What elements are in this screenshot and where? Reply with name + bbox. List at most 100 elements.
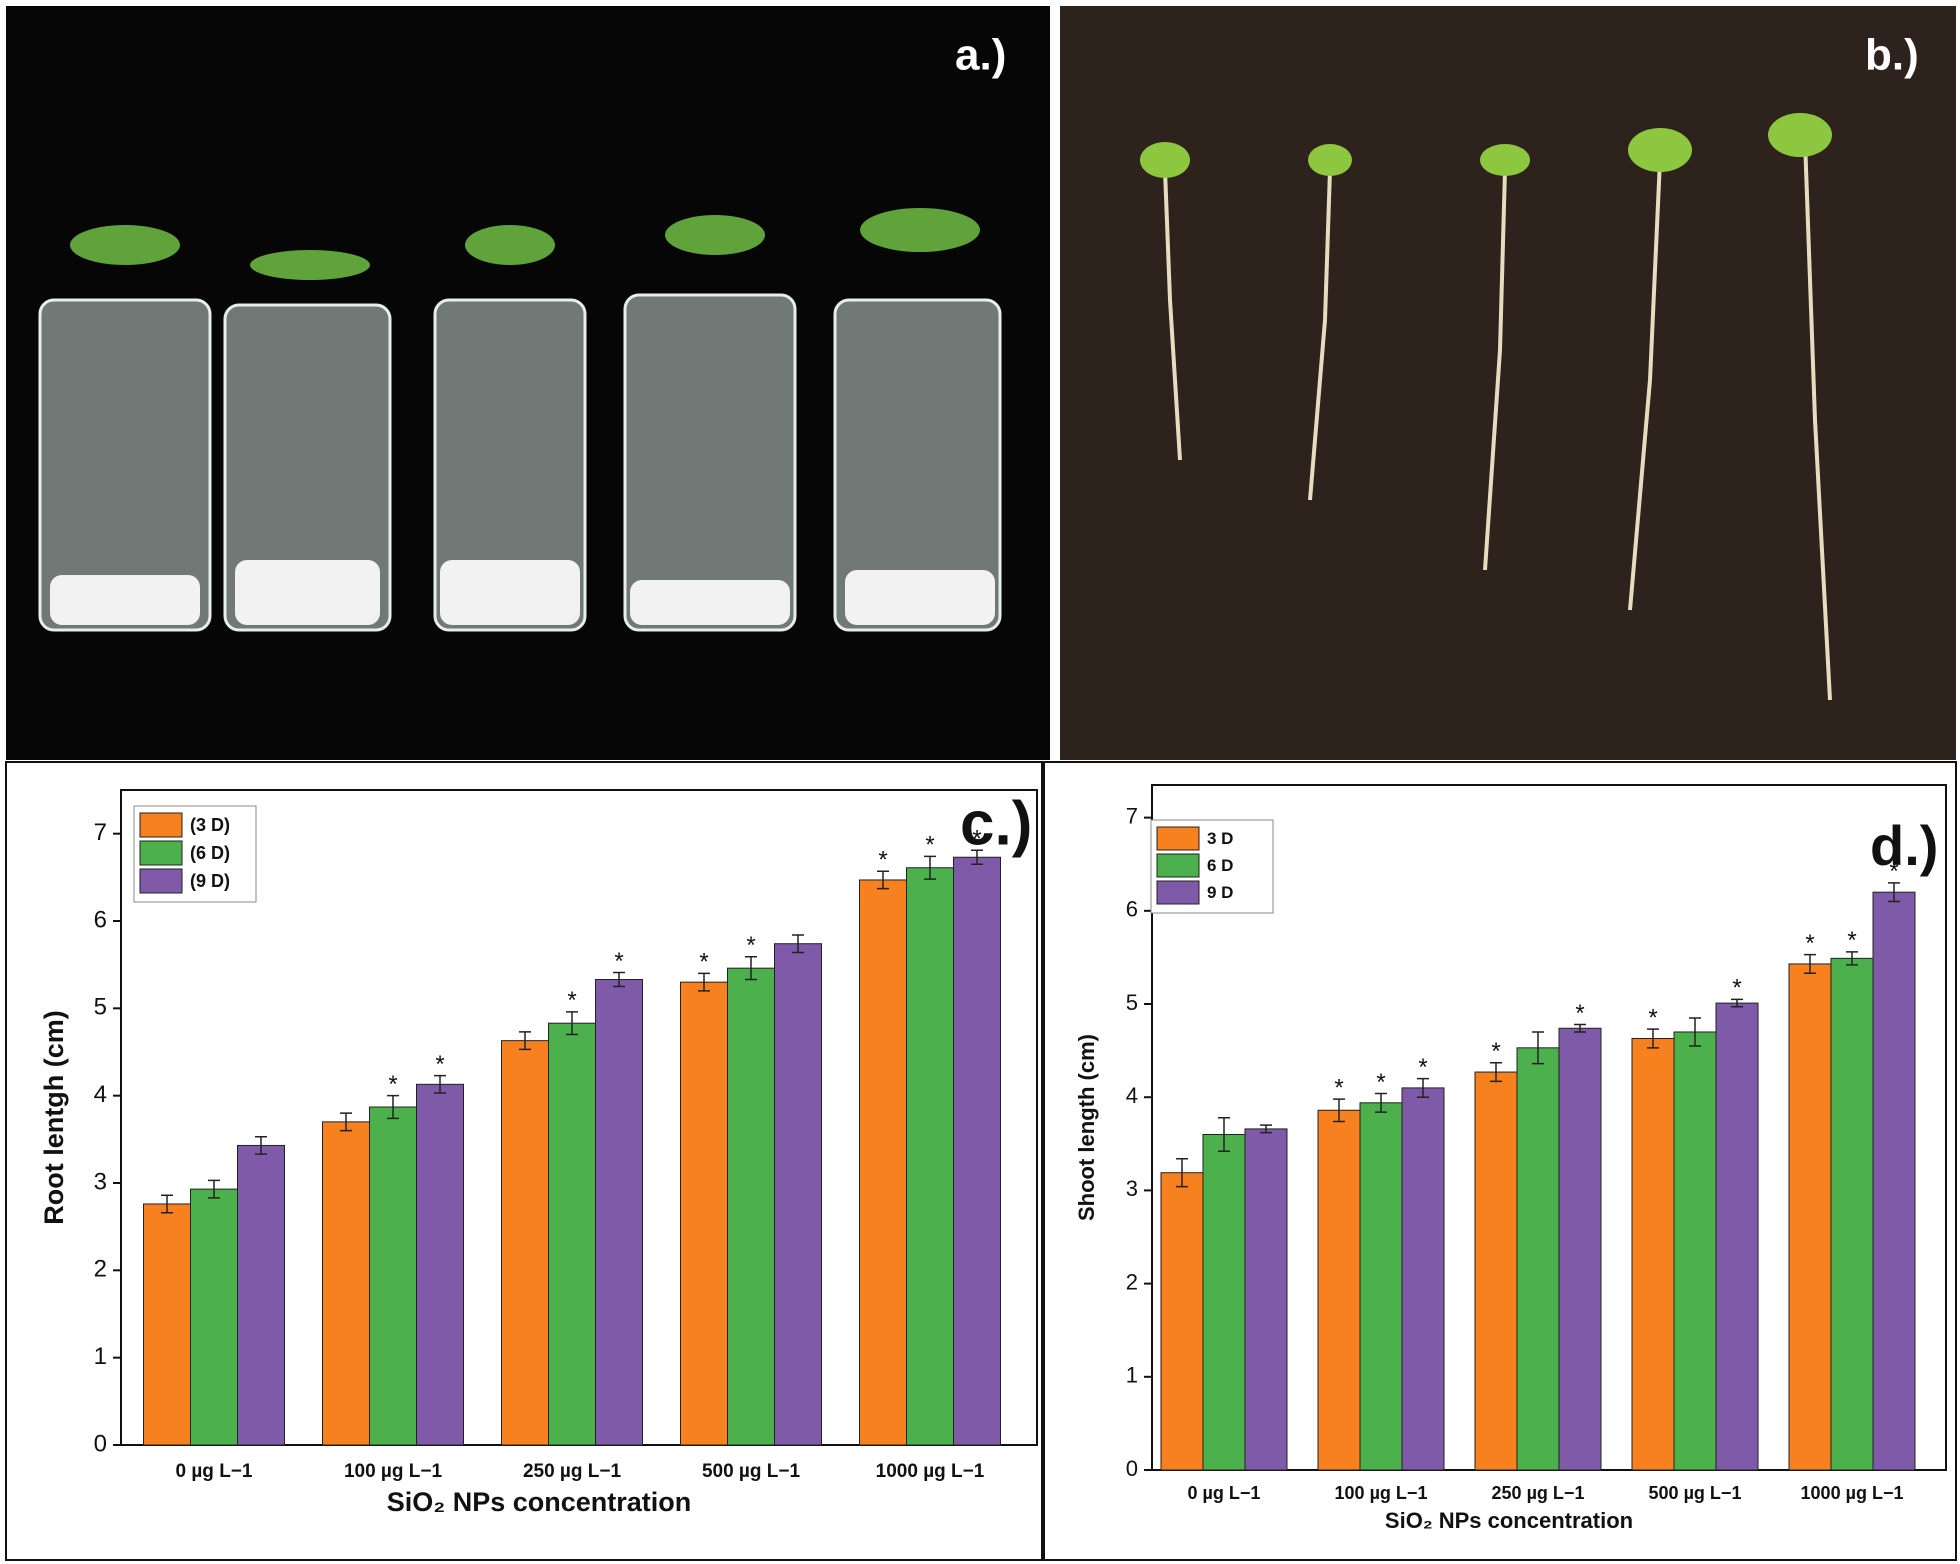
photo-b: b.) (1060, 6, 1956, 760)
error-bar (387, 1094, 399, 1120)
bar (727, 967, 775, 1446)
bar (774, 943, 822, 1446)
bar (1631, 1037, 1675, 1471)
error-bar (1176, 1157, 1188, 1188)
error-bar (1731, 998, 1743, 1008)
bar (1673, 1031, 1717, 1471)
legend-swatch (139, 812, 183, 838)
x-tick-label: 500 µg L−1 (1649, 1483, 1742, 1503)
significance-mark: * (1732, 975, 1741, 1002)
significance-mark: * (388, 1071, 397, 1098)
bar (1474, 1071, 1518, 1471)
error-bar (1260, 1124, 1272, 1134)
error-bar (1689, 1017, 1701, 1047)
bar (1244, 1128, 1288, 1471)
significance-mark: * (1334, 1074, 1343, 1101)
bar (322, 1121, 370, 1446)
bar (1401, 1087, 1445, 1471)
y-axis-label: Shoot length (cm) (1074, 1034, 1099, 1221)
y-tick-label: 0 (94, 1430, 107, 1457)
x-tick-label: 1000 µg L−1 (876, 1461, 985, 1482)
bar (416, 1083, 464, 1446)
legend-swatch (139, 840, 183, 866)
y-tick-label: 4 (94, 1081, 107, 1108)
x-tick-label: 100 µg L−1 (344, 1461, 443, 1482)
panel-label: b.) (1865, 31, 1919, 80)
y-tick-label: 6 (94, 906, 107, 933)
x-tick-label: 500 µg L−1 (702, 1461, 801, 1482)
error-bar (792, 934, 804, 954)
panel-frame (5, 761, 1043, 1561)
legend-label: (6 D) (190, 843, 230, 863)
y-tick-label: 5 (94, 994, 107, 1021)
significance-mark: * (1847, 927, 1856, 954)
error-bar (208, 1179, 220, 1199)
error-bar (1846, 951, 1858, 966)
bar (680, 981, 728, 1446)
significance-mark: * (699, 949, 708, 976)
error-bar (698, 972, 710, 992)
bar (143, 1203, 191, 1446)
significance-mark: * (878, 847, 887, 874)
significance-mark: * (1805, 930, 1814, 957)
error-bar (613, 971, 625, 988)
bar (548, 1022, 596, 1446)
significance-mark: * (1376, 1069, 1385, 1096)
significance-mark: * (1889, 858, 1898, 885)
x-tick-label: 0 µg L−1 (1188, 1483, 1261, 1503)
y-tick-label: 2 (1126, 1269, 1138, 1294)
bar (595, 979, 643, 1446)
panel-frame (1043, 761, 1957, 1561)
error-bar (255, 1135, 267, 1155)
significance-mark: * (746, 932, 755, 959)
y-tick-label: 5 (1126, 990, 1138, 1015)
x-axis-label: SiO₂ NPs concentration (1385, 1508, 1633, 1533)
legend-swatch (139, 868, 183, 894)
error-bar (161, 1194, 173, 1214)
error-bar (877, 870, 889, 890)
panel-label: c.) (960, 789, 1032, 858)
y-tick-label: 1 (1126, 1363, 1138, 1388)
significance-mark: * (1418, 1054, 1427, 1081)
y-tick-label: 6 (1126, 897, 1138, 922)
significance-mark: * (1575, 1000, 1584, 1027)
x-tick-label: 250 µg L−1 (523, 1461, 622, 1482)
error-bar (1804, 953, 1816, 975)
bar (237, 1144, 285, 1446)
bar (1830, 957, 1874, 1471)
y-tick-label: 7 (1126, 803, 1138, 828)
bar (1516, 1047, 1560, 1471)
significance-mark: * (567, 987, 576, 1014)
legend-label: (9 D) (190, 871, 230, 891)
y-tick-label: 4 (1126, 1083, 1138, 1108)
error-bar (1888, 882, 1900, 903)
bar (1160, 1172, 1204, 1471)
x-tick-label: 100 µg L−1 (1335, 1483, 1428, 1503)
error-bar (519, 1031, 531, 1051)
y-axis-label: Root lentgh (cm) (39, 1010, 69, 1224)
panel-label: a.) (955, 31, 1006, 80)
bar (1788, 963, 1832, 1471)
x-axis-label: SiO₂ NPs concentration (387, 1487, 692, 1517)
bar (501, 1040, 549, 1446)
photo-a: a.) (6, 6, 1050, 760)
bar (1317, 1109, 1361, 1471)
bar (1202, 1133, 1246, 1471)
error-bar (1417, 1077, 1429, 1098)
significance-mark: * (925, 832, 934, 859)
significance-mark: * (972, 826, 981, 853)
error-bar (1218, 1116, 1230, 1153)
significance-mark: * (1648, 1005, 1657, 1032)
error-bar (1375, 1092, 1387, 1113)
y-tick-label: 0 (1126, 1456, 1138, 1481)
legend-swatch (1156, 880, 1200, 905)
bar (1872, 891, 1916, 1471)
error-bar (1333, 1098, 1345, 1123)
legend-label: 6 D (1207, 856, 1233, 875)
x-tick-label: 250 µg L−1 (1492, 1483, 1585, 1503)
bar (1715, 1002, 1759, 1471)
error-bar (566, 1011, 578, 1036)
error-bar (434, 1074, 446, 1094)
error-bar (340, 1112, 352, 1132)
